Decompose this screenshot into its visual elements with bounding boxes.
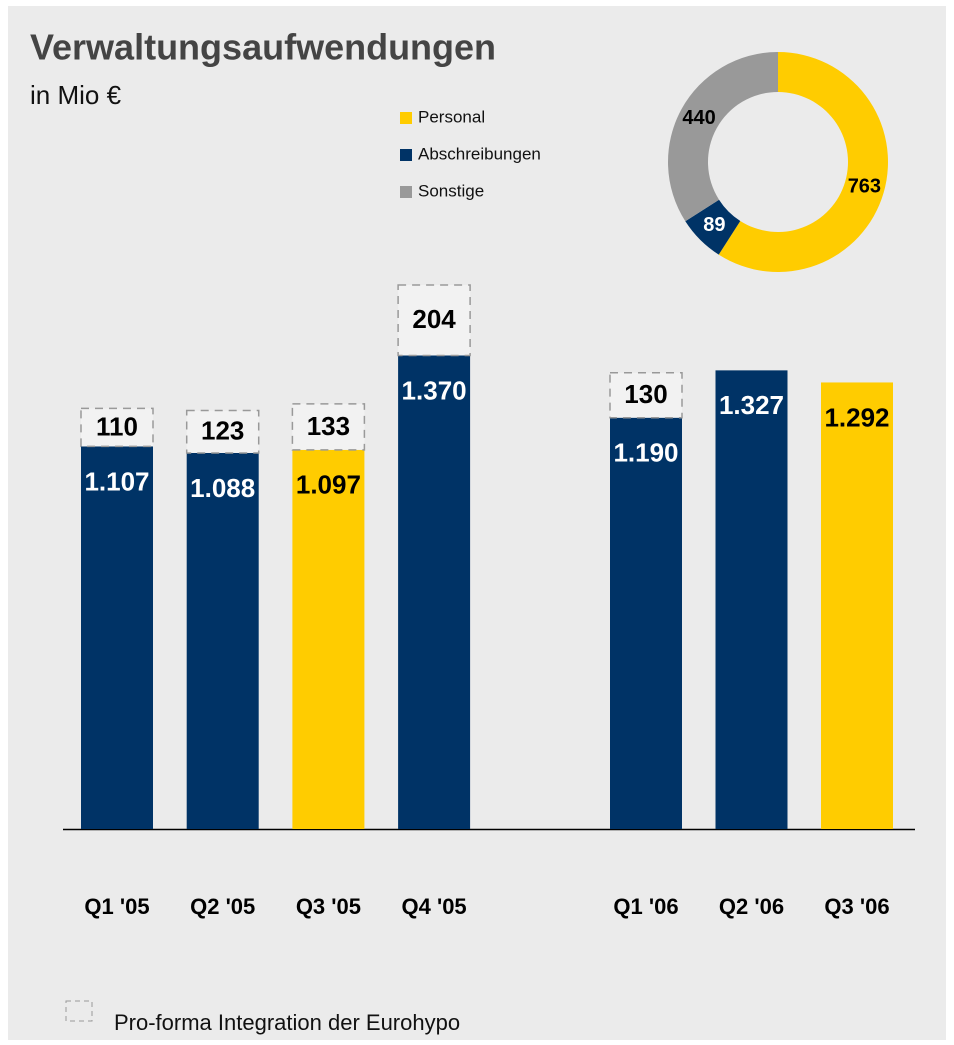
value-label: 133: [307, 411, 350, 441]
value-label: 1.097: [296, 470, 361, 500]
bar: [715, 370, 788, 829]
x-tick-label: Q2 '05: [190, 894, 255, 919]
value-label: 89: [703, 214, 725, 236]
legend-label: Sonstige: [418, 181, 484, 200]
x-tick-label: Q3 '05: [296, 894, 361, 919]
value-label: 110: [96, 411, 138, 441]
value-label: 204: [412, 304, 456, 334]
pro-forma-segment: [80, 407, 154, 448]
value-label: 1.190: [613, 438, 678, 468]
bar: [821, 382, 893, 829]
bar: [398, 355, 471, 829]
pro-forma-segment: [291, 403, 366, 451]
chart-subtitle: in Mio €: [30, 80, 122, 110]
bar: [186, 452, 259, 829]
pro-forma-segment: [609, 372, 683, 419]
x-tick-label: Q1 '06: [613, 894, 678, 919]
bar: [81, 446, 153, 829]
value-label: 1.327: [719, 390, 784, 420]
pro-forma-segment: [185, 409, 260, 454]
donut-slice: [685, 199, 741, 255]
value-label: 1.107: [84, 466, 149, 496]
bar: [610, 417, 682, 829]
value-label: 130: [624, 379, 667, 409]
background: [8, 6, 946, 1040]
legend-swatch: [400, 112, 412, 124]
donut-slice: [718, 52, 888, 272]
bar: [292, 449, 365, 829]
value-label: 1.088: [190, 473, 255, 503]
pro-forma-segment: [397, 284, 471, 357]
value-label: 1.370: [402, 375, 467, 405]
value-label: 1.292: [824, 402, 889, 432]
chart-title: Verwaltungsaufwendungen: [30, 27, 496, 68]
legend-swatch: [400, 186, 412, 198]
legend-label: Personal: [418, 107, 485, 126]
legend-swatch: [400, 149, 412, 161]
x-tick-label: Q4 '05: [402, 894, 467, 919]
legend-label: Abschreibungen: [418, 144, 541, 163]
legend-swatch: [65, 1000, 93, 1022]
value-label: 440: [682, 107, 715, 129]
x-tick-label: Q2 '06: [719, 894, 784, 919]
legend-label: Pro-forma Integration der Eurohypo: [114, 1010, 460, 1035]
value-label: 123: [201, 416, 244, 446]
x-tick-label: Q3 '06: [824, 894, 889, 919]
x-tick-label: Q1 '05: [84, 894, 149, 919]
value-label: 763: [848, 176, 881, 198]
donut-slice: [668, 52, 778, 222]
